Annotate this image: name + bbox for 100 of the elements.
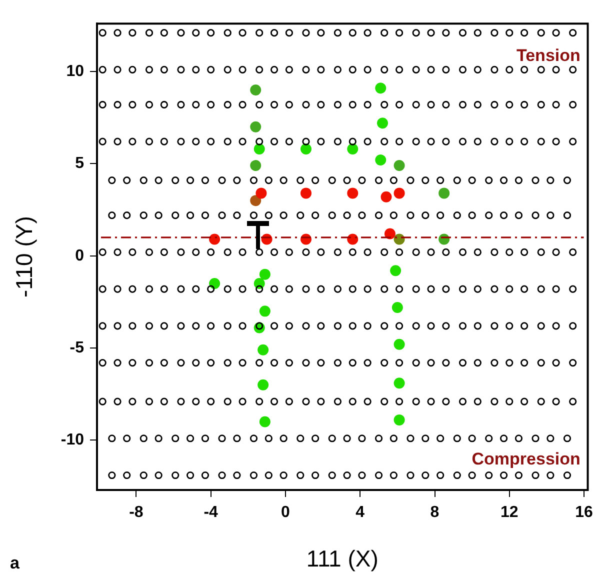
point: [108, 176, 116, 184]
point: [270, 29, 278, 37]
point: [537, 398, 545, 406]
point: [285, 29, 293, 37]
point: [302, 285, 310, 293]
point: [427, 398, 435, 406]
point: [412, 398, 420, 406]
point: [258, 344, 269, 356]
point: [377, 118, 388, 129]
point: [364, 285, 372, 293]
point: [192, 29, 200, 37]
point: [317, 100, 325, 109]
y-tick-label: 0: [75, 247, 84, 264]
point: [458, 29, 467, 37]
y-tick-label: -5: [70, 339, 84, 356]
point: [256, 29, 264, 37]
point: [563, 471, 572, 480]
point: [128, 100, 136, 109]
point: [317, 398, 325, 406]
point: [160, 322, 168, 330]
point: [520, 248, 528, 256]
point: [458, 398, 467, 406]
point: [238, 359, 246, 367]
point: [569, 100, 577, 109]
point: [98, 66, 106, 74]
point: [412, 29, 420, 37]
point: [500, 176, 508, 184]
point: [201, 434, 210, 442]
point: [160, 100, 168, 109]
x-tick-label: 16: [575, 504, 594, 522]
point: [154, 434, 162, 442]
point: [520, 66, 528, 74]
point: [490, 29, 498, 37]
point: [506, 66, 514, 74]
point: [177, 285, 185, 293]
point: [364, 66, 372, 74]
point: [128, 285, 136, 293]
point: [154, 471, 162, 480]
point: [520, 398, 528, 406]
point: [98, 138, 106, 146]
point: [250, 84, 262, 96]
point: [520, 138, 528, 146]
point: [201, 176, 210, 184]
point: [485, 471, 493, 480]
point: [192, 285, 200, 293]
point: [224, 138, 232, 146]
point: [375, 154, 386, 166]
point: [145, 359, 154, 367]
point: [270, 138, 278, 146]
point: [532, 471, 540, 480]
point: [259, 306, 270, 317]
point: [98, 29, 106, 37]
point: [123, 212, 131, 220]
point: [334, 248, 342, 256]
annotation: Tension: [516, 46, 580, 65]
point: [264, 212, 272, 220]
point: [256, 248, 264, 256]
point: [380, 248, 388, 256]
point: [172, 176, 180, 184]
point: [436, 434, 444, 442]
point: [256, 66, 264, 74]
point: [490, 285, 498, 293]
point: [348, 359, 356, 367]
point: [412, 285, 420, 293]
point: [192, 359, 200, 367]
point: [192, 66, 200, 74]
point: [380, 138, 388, 146]
point: [285, 398, 293, 406]
point: [145, 100, 154, 109]
point: [374, 434, 383, 442]
point: [343, 434, 351, 442]
point: [348, 138, 356, 146]
point: [270, 248, 278, 256]
point: [506, 29, 514, 37]
point: [364, 29, 372, 37]
point: [427, 100, 435, 109]
x-tick-label: 0: [281, 504, 290, 522]
point: [145, 285, 154, 293]
point: [474, 248, 482, 256]
point: [300, 143, 312, 154]
point: [207, 100, 215, 109]
point: [394, 338, 405, 350]
point: [358, 176, 366, 184]
point: [302, 322, 310, 330]
point: [280, 434, 288, 442]
point: [468, 212, 476, 220]
point: [218, 176, 226, 184]
point: [520, 322, 528, 330]
point: [490, 322, 498, 330]
point: [453, 176, 461, 184]
point: [347, 188, 358, 199]
point: [154, 212, 162, 220]
point: [192, 138, 200, 146]
point: [172, 434, 180, 442]
point: [468, 434, 476, 442]
point: [427, 359, 435, 367]
point: [552, 29, 560, 37]
point: [238, 248, 246, 256]
point: [552, 398, 560, 406]
point: [474, 398, 482, 406]
